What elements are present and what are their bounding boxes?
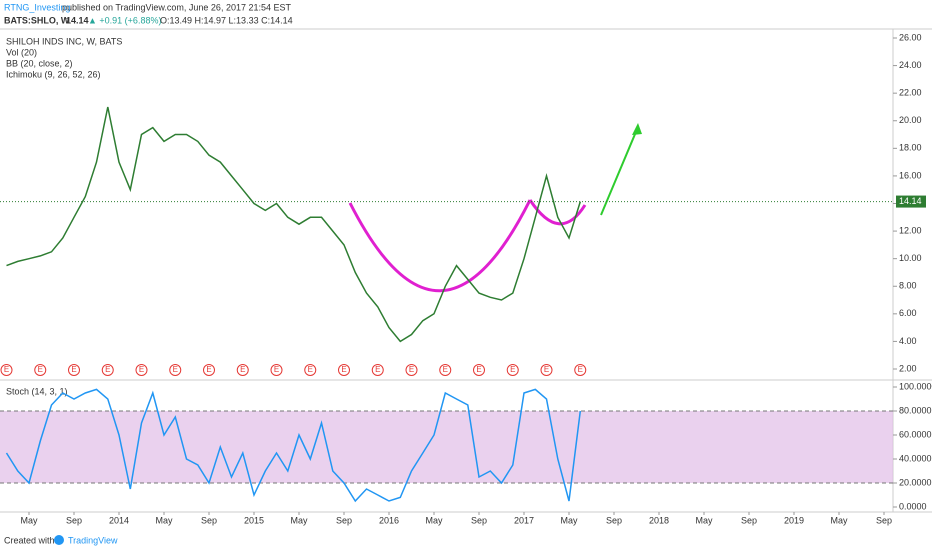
earnings-label: E <box>443 365 448 374</box>
change: ▲ +0.91 (+6.88%) <box>88 15 161 25</box>
symbol: BATS:SHLO, W <box>4 15 70 25</box>
x-tick-label: May <box>425 515 443 525</box>
earnings-marker <box>439 364 452 376</box>
earnings-label: E <box>409 365 414 374</box>
x-tick-label: Sep <box>66 515 82 525</box>
x-tick-label: Sep <box>741 515 757 525</box>
x-tick-label: May <box>560 515 578 525</box>
earnings-marker <box>68 364 80 376</box>
y-tick-label: 16.00 <box>899 170 922 180</box>
y-tick-label: 20.0000 <box>899 477 932 487</box>
last-price-box <box>896 195 926 208</box>
x-tick-label: Sep <box>336 515 352 525</box>
x-tick-label: 2017 <box>514 515 534 525</box>
footer-bg <box>0 532 932 550</box>
x-tick-label: May <box>290 515 308 525</box>
earnings-label: E <box>139 365 144 374</box>
y-tick-label: 20.00 <box>899 115 922 125</box>
published: published on TradingView.com, June 26, 2… <box>62 2 291 12</box>
x-tick-label: May <box>155 515 173 525</box>
y-tick-label: 24.00 <box>899 60 922 70</box>
earnings-marker <box>405 364 418 376</box>
series-line <box>5 388 582 503</box>
arrow-head <box>632 123 642 135</box>
y-tick-label: 40.0000 <box>899 453 932 463</box>
x-tick-label: May <box>20 515 38 525</box>
earnings-marker <box>236 364 249 376</box>
earnings-label: E <box>206 365 211 374</box>
earnings-marker <box>574 364 587 376</box>
y-tick-label: 8.00 <box>899 281 917 291</box>
y-tick-label: 0.0000 <box>899 501 927 511</box>
series-line <box>6 106 582 343</box>
cup-annotation <box>348 199 532 293</box>
x-tick-label: 2015 <box>244 515 264 525</box>
brand[interactable]: TradingView <box>68 535 118 545</box>
earnings-marker <box>101 364 114 376</box>
earnings-marker <box>371 364 384 376</box>
earnings-marker <box>506 364 519 376</box>
x-tick-label: May <box>830 515 848 525</box>
x-tick-label: Sep <box>876 515 892 525</box>
earnings-marker <box>270 364 283 376</box>
indicator-label: BB (20, close, 2) <box>6 58 73 68</box>
y-tick-label: 22.00 <box>899 88 922 98</box>
earnings-label: E <box>476 365 481 374</box>
indicator-label: Ichimoku (9, 26, 52, 26) <box>6 69 101 79</box>
earnings-label: E <box>274 365 279 374</box>
pane-title: SHILOH INDS INC, W, BATS <box>6 36 122 46</box>
earnings-label: E <box>375 365 380 374</box>
y-tick-label: 2.00 <box>899 363 917 373</box>
earnings-marker <box>135 364 148 376</box>
y-tick-label: 10.00 <box>899 253 922 263</box>
pane-title: Stoch (14, 3, 1) <box>6 386 68 396</box>
earnings-marker <box>338 364 350 376</box>
earnings-label: E <box>4 365 9 374</box>
earnings-label: E <box>173 365 178 374</box>
ohlc: O:13.49 H:14.97 L:13.33 C:14.14 <box>160 15 293 25</box>
y-tick-label: 4.00 <box>899 336 917 346</box>
earnings-label: E <box>105 365 110 374</box>
earnings-marker <box>203 364 215 376</box>
earnings-marker <box>304 364 317 376</box>
x-tick-label: 2016 <box>379 515 399 525</box>
x-tick-label: Sep <box>471 515 487 525</box>
tv-logo <box>54 535 64 545</box>
earnings-marker <box>0 364 13 376</box>
target-arrow <box>600 126 639 216</box>
earnings-marker <box>169 364 182 376</box>
earnings-label: E <box>308 365 313 374</box>
x-tick-label: 2014 <box>109 515 129 525</box>
stoch-band <box>0 411 893 483</box>
y-tick-label: 80.0000 <box>899 405 932 415</box>
earnings-marker <box>540 364 553 376</box>
indicator-label: Vol (20) <box>6 47 37 57</box>
y-tick-label: 18.00 <box>899 143 922 153</box>
x-tick-label: 2019 <box>784 515 804 525</box>
y-tick-label: 6.00 <box>899 308 917 318</box>
created-with: Created with <box>4 535 55 545</box>
y-tick-label: 26.00 <box>899 32 922 42</box>
handle-annotation <box>528 199 587 226</box>
y-tick-label: 12.00 <box>899 225 922 235</box>
earnings-marker <box>34 364 47 376</box>
last-price-label: 14.14 <box>899 196 922 206</box>
x-tick-label: Sep <box>201 515 217 525</box>
author[interactable]: RTNG_Investing <box>4 2 70 12</box>
earnings-label: E <box>578 365 583 374</box>
last: 14.14 <box>66 15 89 25</box>
earnings-label: E <box>510 365 515 374</box>
earnings-marker <box>473 364 485 376</box>
earnings-label: E <box>544 365 549 374</box>
earnings-label: E <box>341 365 346 374</box>
y-tick-label: 60.0000 <box>899 429 932 439</box>
x-tick-label: Sep <box>606 515 622 525</box>
earnings-label: E <box>38 365 43 374</box>
x-tick-label: 2018 <box>649 515 669 525</box>
y-tick-label: 100.0000 <box>899 381 932 391</box>
earnings-label: E <box>71 365 76 374</box>
x-tick-label: May <box>695 515 713 525</box>
earnings-label: E <box>240 365 245 374</box>
